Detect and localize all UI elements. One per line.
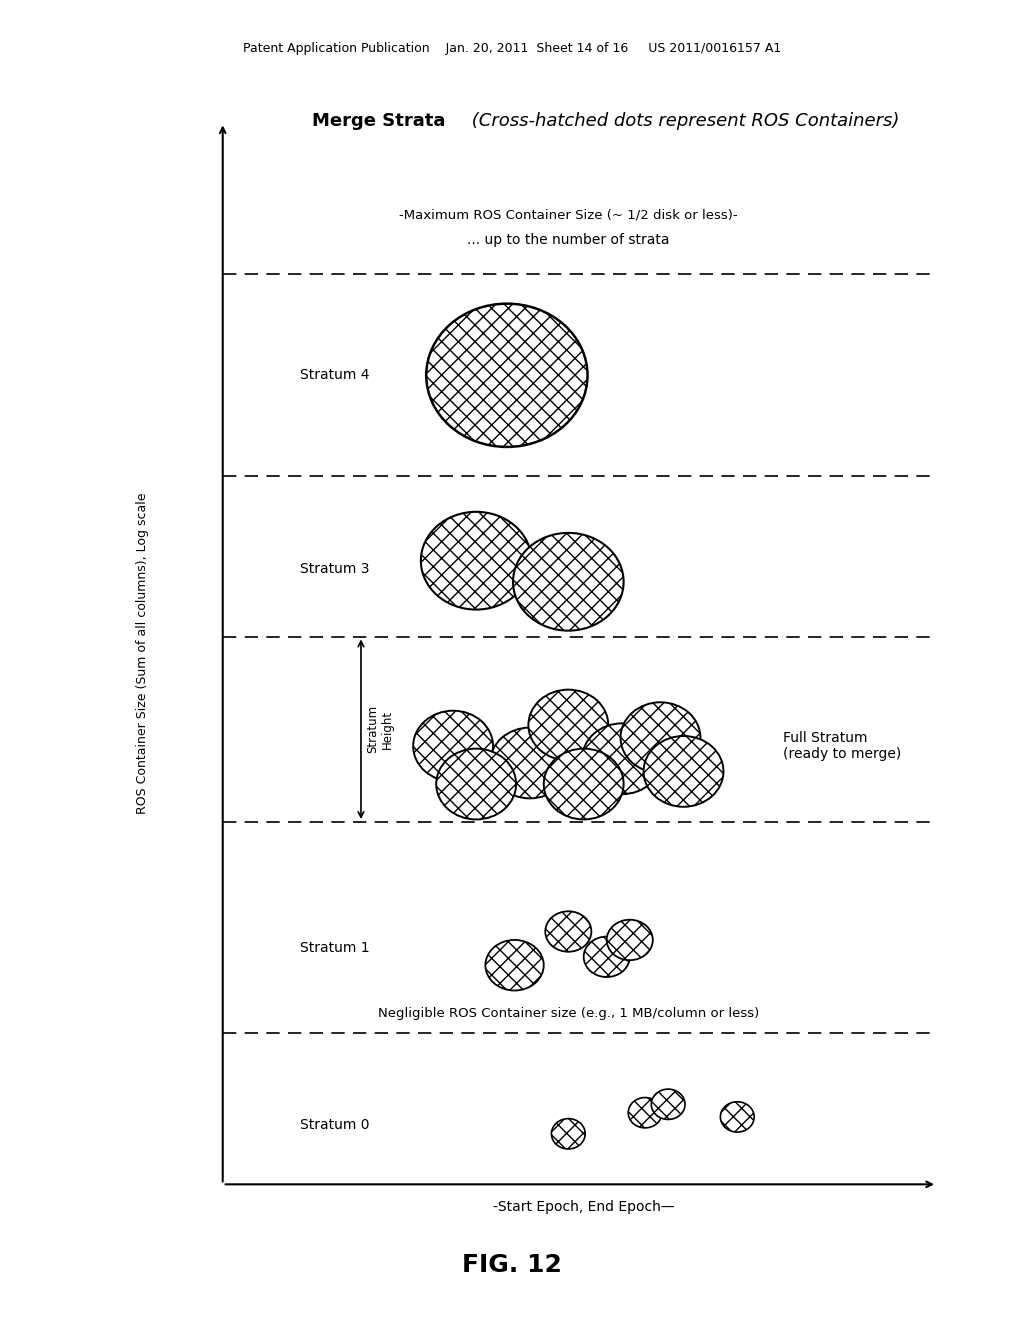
- Ellipse shape: [584, 937, 630, 977]
- Ellipse shape: [485, 940, 544, 990]
- Ellipse shape: [629, 1097, 663, 1127]
- Text: Full Stratum
(ready to merge): Full Stratum (ready to merge): [783, 731, 901, 762]
- Text: Patent Application Publication    Jan. 20, 2011  Sheet 14 of 16     US 2011/0016: Patent Application Publication Jan. 20, …: [243, 42, 781, 55]
- Ellipse shape: [621, 702, 700, 774]
- Ellipse shape: [583, 723, 663, 795]
- Text: -Maximum ROS Container Size (~ 1/2 disk or less)-: -Maximum ROS Container Size (~ 1/2 disk …: [399, 209, 737, 222]
- Ellipse shape: [721, 1102, 755, 1133]
- Ellipse shape: [513, 533, 624, 631]
- Text: Stratum 4: Stratum 4: [299, 368, 369, 383]
- Ellipse shape: [489, 727, 570, 799]
- Text: (Cross-hatched dots represent ROS Containers): (Cross-hatched dots represent ROS Contai…: [466, 112, 899, 131]
- Ellipse shape: [546, 911, 592, 952]
- Text: Stratum
Height: Stratum Height: [367, 705, 394, 754]
- Text: Stratum 1: Stratum 1: [299, 941, 369, 956]
- Text: FIG. 12: FIG. 12: [462, 1253, 562, 1276]
- Text: ROS Container Size (Sum of all columns), Log scale: ROS Container Size (Sum of all columns),…: [135, 492, 148, 814]
- Ellipse shape: [544, 748, 624, 820]
- Ellipse shape: [643, 737, 723, 807]
- Ellipse shape: [436, 748, 516, 820]
- Text: Stratum 3: Stratum 3: [299, 562, 369, 576]
- Ellipse shape: [552, 1118, 586, 1148]
- Ellipse shape: [426, 304, 588, 447]
- Text: ... up to the number of strata: ... up to the number of strata: [467, 234, 670, 247]
- Ellipse shape: [606, 920, 653, 960]
- Ellipse shape: [421, 512, 531, 610]
- Ellipse shape: [528, 689, 608, 760]
- Text: Stratum 0: Stratum 0: [299, 1118, 369, 1133]
- Text: Negligible ROS Container size (e.g., 1 MB/column or less): Negligible ROS Container size (e.g., 1 M…: [378, 1007, 759, 1020]
- Ellipse shape: [651, 1089, 685, 1119]
- Text: Merge Strata: Merge Strata: [312, 112, 445, 131]
- Ellipse shape: [414, 710, 494, 781]
- Text: -Start Epoch, End Epoch—: -Start Epoch, End Epoch—: [493, 1200, 675, 1213]
